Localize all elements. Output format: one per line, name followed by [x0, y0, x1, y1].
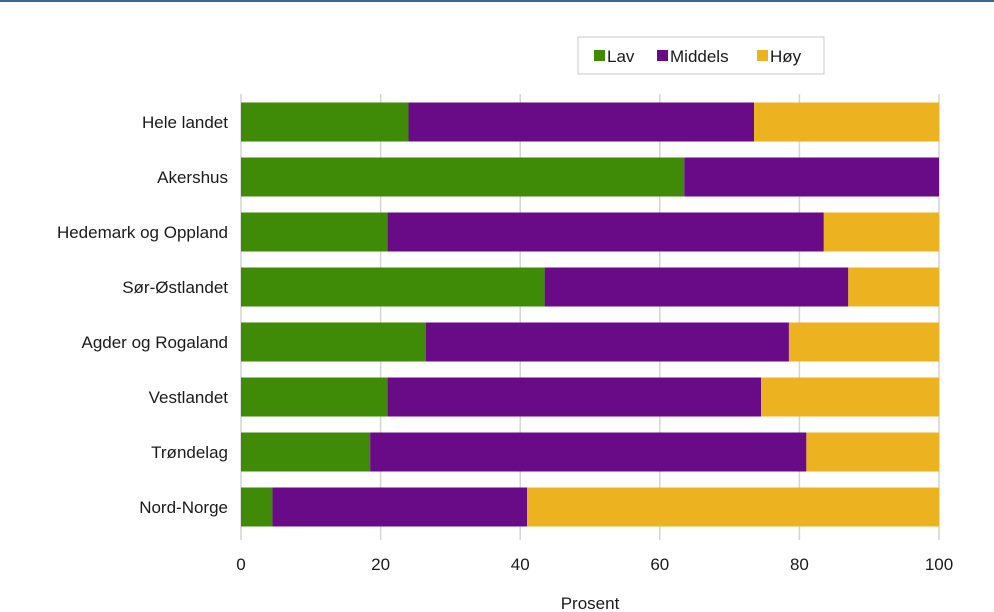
top-rule	[0, 0, 994, 2]
legend-box	[577, 36, 825, 75]
bar-lav-6	[241, 432, 371, 472]
category-label: Akershus	[157, 168, 228, 187]
bar-lav-1	[241, 157, 685, 197]
bar-høy-3	[848, 267, 939, 307]
bar-lav-0	[241, 102, 409, 142]
bar-høy-4	[788, 322, 939, 362]
bar-lav-3	[241, 267, 545, 307]
bar-høy-5	[761, 377, 939, 417]
legend-label-middels: Middels	[670, 47, 729, 66]
legend-swatch-høy	[757, 50, 768, 61]
category-label: Sør-Østlandet	[122, 278, 228, 297]
category-label: Trøndelag	[151, 443, 228, 462]
bars	[241, 102, 939, 527]
bar-høy-7	[527, 487, 939, 527]
bar-middels-1	[684, 157, 939, 197]
legend: Lav Middels Høy	[577, 36, 825, 75]
x-tick-label: 80	[790, 555, 809, 574]
x-tick-label: 60	[650, 555, 669, 574]
bar-middels-7	[272, 487, 528, 527]
bar-middels-4	[425, 322, 789, 362]
bar-middels-5	[387, 377, 762, 417]
bar-lav-2	[241, 212, 388, 252]
x-tick-label: 100	[925, 555, 953, 574]
x-tick-label: 40	[511, 555, 530, 574]
legend-swatch-middels	[657, 50, 668, 61]
category-label: Vestlandet	[149, 388, 229, 407]
category-label: Nord-Norge	[139, 498, 228, 517]
legend-label-høy: Høy	[770, 47, 802, 66]
category-labels: Hele landet Akershus Hedemark og Oppland Sø…	[57, 113, 228, 517]
x-tick-label: 20	[371, 555, 390, 574]
legend-swatch-lav	[594, 50, 605, 61]
x-axis-title: Prosent	[561, 594, 620, 612]
bar-middels-2	[387, 212, 824, 252]
category-label: Agder og Rogaland	[81, 333, 228, 352]
legend-label-lav: Lav	[607, 47, 635, 66]
category-label: Hele landet	[142, 113, 228, 132]
bar-middels-0	[408, 102, 755, 142]
bar-høy-0	[754, 102, 939, 142]
bar-lav-7	[241, 487, 273, 527]
bar-middels-3	[544, 267, 849, 307]
category-label: Hedemark og Oppland	[57, 223, 228, 242]
bar-lav-4	[241, 322, 426, 362]
bar-lav-5	[241, 377, 388, 417]
x-tick-labels: 0 20 40 60 80 100	[236, 555, 953, 574]
x-tick-label: 0	[236, 555, 245, 574]
bar-høy-2	[823, 212, 939, 252]
bar-høy-6	[806, 432, 939, 472]
bar-middels-6	[370, 432, 807, 472]
